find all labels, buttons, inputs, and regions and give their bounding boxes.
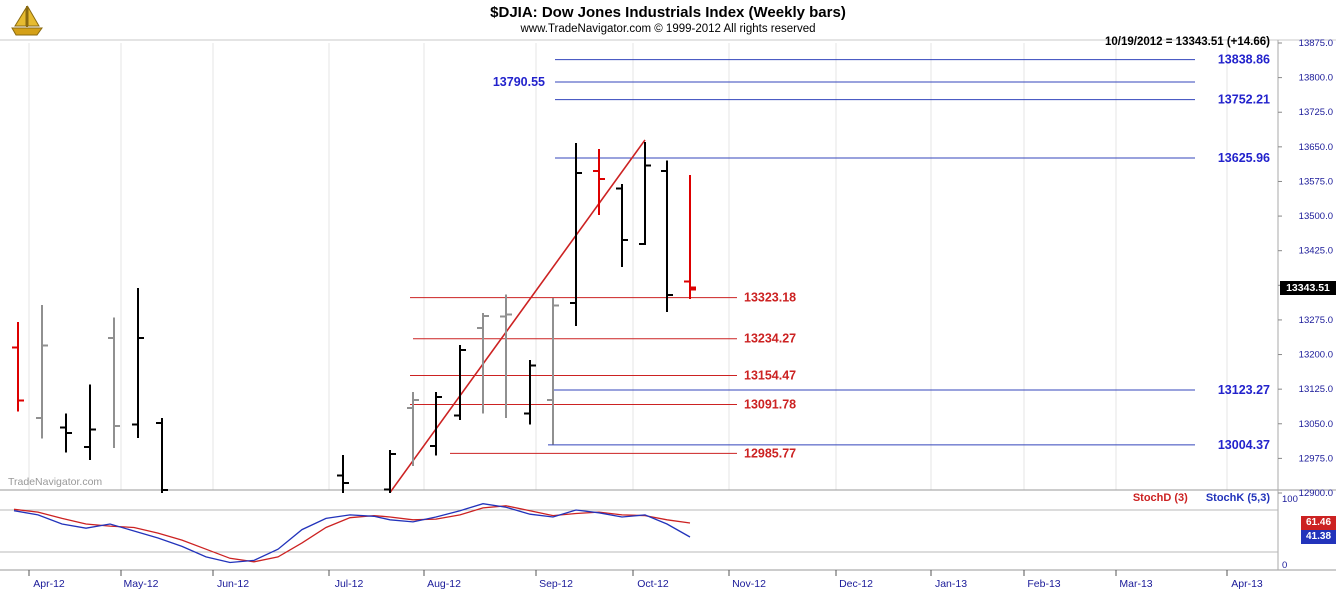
tradenavigator-ship-logo-icon xyxy=(8,2,46,40)
ohlc-bar xyxy=(108,317,120,448)
blue-level-label: 13625.96 xyxy=(1218,151,1270,165)
ohlc-bar xyxy=(407,391,419,467)
price-tick-label: 13500.0 xyxy=(1299,211,1333,222)
red-level-label: 13091.78 xyxy=(744,397,796,411)
ohlc-bar xyxy=(661,160,673,313)
date-tick-label: Oct-12 xyxy=(637,578,669,590)
price-tick-label: 12975.0 xyxy=(1299,453,1333,464)
stochd-line xyxy=(13,505,691,563)
ohlc-bar xyxy=(547,297,559,445)
price-tick-label: 13050.0 xyxy=(1299,419,1333,430)
date-tick-label: Sep-12 xyxy=(539,578,573,590)
stoch-scale-bottom: 0 xyxy=(1282,560,1287,571)
date-tick-label: Dec-12 xyxy=(839,578,873,590)
ohlc-bar xyxy=(84,384,96,460)
ohlc-bar xyxy=(524,360,536,425)
date-tick-label: Jul-12 xyxy=(335,578,364,590)
blue-level-label: 13752.21 xyxy=(1218,93,1270,107)
date-tick-label: Aug-12 xyxy=(427,578,461,590)
ohlc-bar xyxy=(36,305,48,439)
ohlc-bar xyxy=(684,175,696,300)
ohlc-bar xyxy=(616,183,628,267)
blue-level-label: 13838.86 xyxy=(1218,53,1270,67)
date-tick-label: Jun-12 xyxy=(217,578,249,590)
blue-level-label: 13004.37 xyxy=(1218,438,1270,452)
ohlc-bar xyxy=(12,322,24,412)
chart-subtitle: www.TradeNavigator.com © 1999-2012 All r… xyxy=(520,23,816,35)
ohlc-bars xyxy=(12,141,696,493)
blue-level-label: 13790.55 xyxy=(493,75,545,89)
ohlc-bar xyxy=(593,149,605,216)
blue-level-lines[interactable]: 13838.86 13790.55 13752.21 13625.96 13123.27… xyxy=(493,53,1270,452)
stochastic-legend: StochD (3) StochK (5,3) xyxy=(1133,492,1270,504)
trendline[interactable] xyxy=(389,139,646,494)
ohlc-bar xyxy=(132,288,144,439)
ohlc-bar xyxy=(570,143,582,326)
date-tick-label: May-12 xyxy=(123,578,158,590)
ohlc-bar xyxy=(60,413,72,453)
price-tick-label: 13200.0 xyxy=(1299,350,1333,361)
date-tick-label: Feb-13 xyxy=(1027,578,1060,590)
date-tick-label: Jan-13 xyxy=(935,578,967,590)
ohlc-bar xyxy=(430,391,442,456)
price-tick-label: 13875.0 xyxy=(1299,38,1333,49)
ohlc-bar xyxy=(477,313,489,414)
stochk-value-badge: 41.38 xyxy=(1301,530,1336,544)
ohlc-bar xyxy=(384,450,396,493)
stoch-scale-top: 100 xyxy=(1282,494,1298,505)
price-tick-label: 13800.0 xyxy=(1299,73,1333,84)
price-axis: 13875.0 13800.0 13725.0 13650.0 13575.0 13500… xyxy=(1278,38,1333,499)
last-quote-readout: 10/19/2012 = 13343.51 (+14.66) xyxy=(1105,36,1270,48)
red-level-label: 13234.27 xyxy=(744,332,796,346)
price-tick-label: 13650.0 xyxy=(1299,142,1333,153)
watermark: TradeNavigator.com xyxy=(8,476,103,488)
date-axis: Apr-12 May-12 Jun-12 Jul-12 Aug-12 Sep-12 Oct-… xyxy=(28,570,1263,590)
current-price-badge: 13343.51 xyxy=(1280,281,1336,295)
price-tick-label: 13425.0 xyxy=(1299,246,1333,257)
blue-level-label: 13123.27 xyxy=(1218,383,1270,397)
legend-stochk[interactable]: StochK (5,3) xyxy=(1205,492,1270,504)
month-gridlines xyxy=(28,43,1228,490)
red-level-label: 13323.18 xyxy=(744,291,796,305)
red-level-label: 13154.47 xyxy=(744,369,796,383)
ohlc-bar xyxy=(337,455,349,493)
price-tick-label: 12900.0 xyxy=(1299,488,1333,499)
stochd-value-badge: 61.46 xyxy=(1301,516,1336,530)
date-tick-label: Apr-12 xyxy=(33,578,65,590)
price-tick-label: 13125.0 xyxy=(1299,384,1333,395)
red-level-label: 12985.77 xyxy=(744,446,796,460)
date-tick-label: Apr-13 xyxy=(1231,578,1263,590)
price-tick-label: 13275.0 xyxy=(1299,315,1333,326)
chart-title: $DJIA: Dow Jones Industrials Index (Week… xyxy=(490,4,846,21)
ohlc-bar xyxy=(454,344,466,421)
red-level-lines[interactable]: 13323.18 13234.27 13154.47 13091.78 12985.77 xyxy=(410,291,796,461)
price-tick-label: 13575.0 xyxy=(1299,176,1333,187)
legend-stochd[interactable]: StochD (3) xyxy=(1132,492,1188,504)
date-tick-label: Nov-12 xyxy=(732,578,766,590)
date-tick-label: Mar-13 xyxy=(1119,578,1152,590)
ohlc-bar xyxy=(639,141,651,246)
ohlc-bar xyxy=(500,294,512,419)
stochk-line xyxy=(13,503,691,564)
price-tick-label: 13725.0 xyxy=(1299,107,1333,118)
ohlc-bar xyxy=(156,418,168,493)
